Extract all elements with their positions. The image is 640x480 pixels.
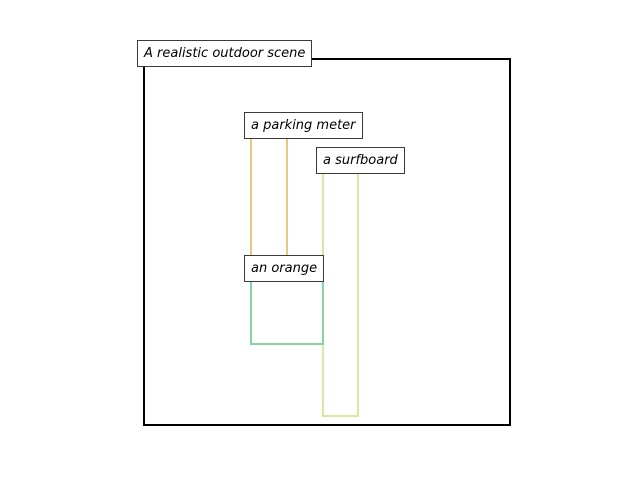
scene-frame [143, 58, 511, 426]
scene-caption: A realistic outdoor scene [137, 40, 313, 67]
surfboard-box [322, 160, 359, 417]
orange-label: an orange [244, 255, 325, 282]
surfboard-label: a surfboard [316, 147, 405, 174]
parking-meter-box [250, 125, 288, 271]
parking-meter-label: a parking meter [244, 112, 363, 139]
